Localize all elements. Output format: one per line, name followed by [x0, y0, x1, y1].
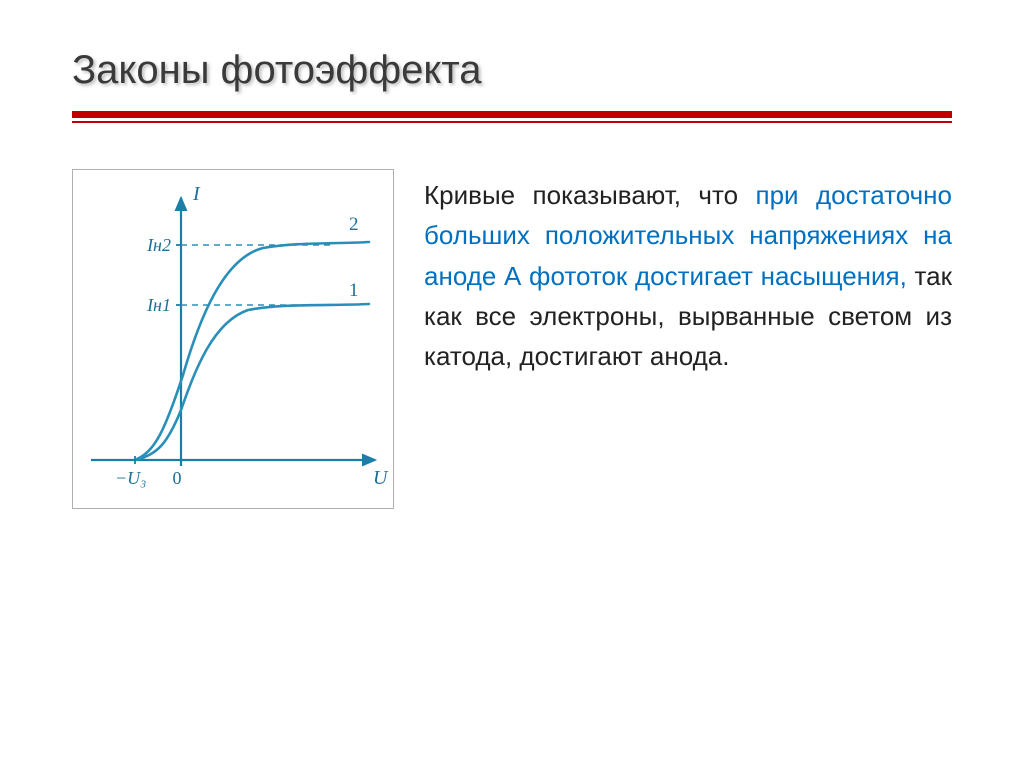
rule-thick [72, 111, 952, 118]
svg-text:Iн2: Iн2 [146, 235, 171, 255]
svg-text:0: 0 [173, 468, 182, 488]
slide: Законы фотоэффекта I U 0 −U₃ Iн1 Iн2 1 2 Кривые… [0, 0, 1024, 767]
chart-svg: I U 0 −U₃ Iн1 Iн2 1 2 [73, 170, 393, 510]
svg-text:2: 2 [349, 214, 359, 235]
title-underline [72, 111, 952, 139]
svg-text:−U₃: −U₃ [115, 468, 146, 488]
svg-text:1: 1 [349, 280, 359, 301]
rule-thin [72, 121, 952, 123]
body-paragraph: Кривые показывают, что при достаточно бо… [424, 169, 952, 376]
svg-text:Iн1: Iн1 [146, 295, 171, 315]
iv-curve-chart: I U 0 −U₃ Iн1 Iн2 1 2 [72, 169, 394, 509]
svg-text:I: I [192, 183, 201, 205]
svg-text:U: U [373, 467, 389, 489]
body-text-1: Кривые показывают, что [424, 180, 755, 210]
content-row: I U 0 −U₃ Iн1 Iн2 1 2 Кривые показывают, что пр… [72, 169, 952, 509]
page-title: Законы фотоэффекта [72, 48, 952, 93]
